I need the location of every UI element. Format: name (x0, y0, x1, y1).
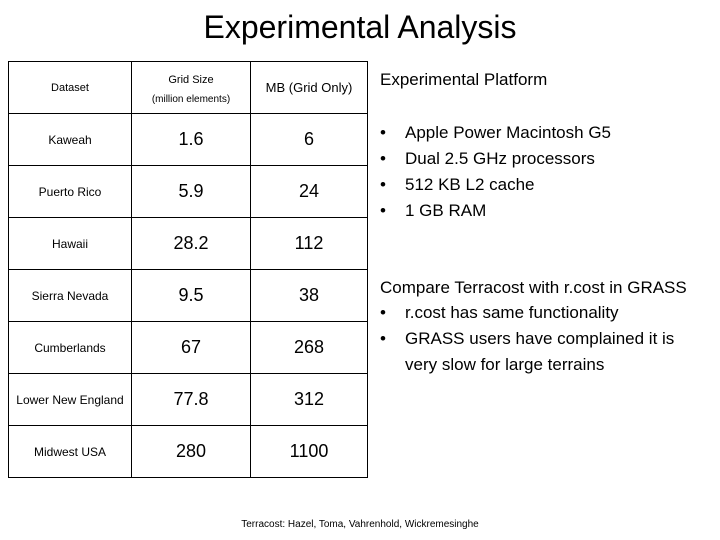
row-dataset-name: Lower New England (8, 373, 132, 426)
compare-list: • r.cost has same functionality • GRASS us… (380, 300, 700, 378)
table-header-row: Dataset Grid Size (million elements) MB … (8, 61, 368, 114)
list-item: • Apple Power Macintosh G5 (380, 120, 611, 146)
bullet-icon: • (380, 201, 386, 220)
row-grid-size: 1.6 (131, 113, 251, 166)
header-grid-size-unit: (million elements) (151, 94, 231, 105)
list-item-text: 1 GB RAM (405, 201, 487, 220)
row-mb: 312 (250, 373, 368, 426)
row-dataset-name: Cumberlands (8, 321, 132, 374)
row-mb: 112 (250, 217, 368, 270)
slide-title: Experimental Analysis (203, 9, 517, 45)
compare-section: Compare Terracost with r.cost in GRASS •… (380, 276, 700, 374)
row-dataset-name: Midwest USA (8, 425, 132, 478)
bullet-icon: • (380, 123, 386, 142)
table-row: Midwest USA 280 1100 (8, 425, 368, 478)
row-grid-size: 28.2 (131, 217, 251, 270)
header-grid-size: Grid Size (million elements) (131, 61, 251, 114)
table-row: Cumberlands 67 268 (8, 321, 368, 374)
row-mb: 6 (250, 113, 368, 166)
row-grid-size: 77.8 (131, 373, 251, 426)
bullet-icon: • (380, 149, 386, 168)
row-dataset-name: Kaweah (8, 113, 132, 166)
header-mb: MB (Grid Only) (250, 61, 368, 114)
bullet-icon: • (380, 303, 386, 322)
row-dataset-name: Sierra Nevada (8, 269, 132, 322)
platform-list: • Apple Power Macintosh G5 • Dual 2.5 GHz … (380, 120, 611, 224)
list-item-text: r.cost has same functionality (405, 303, 619, 322)
table-row: Hawaii 28.2 112 (8, 217, 368, 270)
row-grid-size: 280 (131, 425, 251, 478)
list-item-text: GRASS users have complained it is very s… (405, 329, 675, 374)
table-row: Lower New England 77.8 312 (8, 373, 368, 426)
dataset-table: Dataset Grid Size (million elements) MB … (8, 61, 368, 478)
list-item-text: Apple Power Macintosh G5 (405, 123, 611, 142)
row-mb: 24 (250, 165, 368, 218)
row-mb: 38 (250, 269, 368, 322)
list-item-text: 512 KB L2 cache (405, 175, 535, 194)
row-grid-size: 67 (131, 321, 251, 374)
row-dataset-name: Hawaii (8, 217, 132, 270)
header-dataset: Dataset (8, 61, 132, 114)
row-mb: 268 (250, 321, 368, 374)
footer-credit: Terracost: Hazel, Toma, Vahrenhold, Wick… (241, 519, 479, 530)
bullet-icon: • (380, 175, 386, 194)
header-grid-size-label: Grid Size (168, 74, 214, 86)
row-mb: 1100 (250, 425, 368, 478)
table-row: Puerto Rico 5.9 24 (8, 165, 368, 218)
list-item: • GRASS users have complained it is very … (380, 326, 700, 378)
list-item: • Dual 2.5 GHz processors (380, 146, 611, 172)
list-item: • r.cost has same functionality (380, 300, 700, 326)
table-row: Kaweah 1.6 6 (8, 113, 368, 166)
list-item-text: Dual 2.5 GHz processors (405, 149, 595, 168)
row-grid-size: 5.9 (131, 165, 251, 218)
row-grid-size: 9.5 (131, 269, 251, 322)
table-row: Sierra Nevada 9.5 38 (8, 269, 368, 322)
row-dataset-name: Puerto Rico (8, 165, 132, 218)
bullet-icon: • (380, 329, 386, 348)
platform-heading: Experimental Platform (380, 70, 548, 89)
list-item: • 512 KB L2 cache (380, 172, 611, 198)
list-item: • 1 GB RAM (380, 198, 611, 224)
compare-lead: Compare Terracost with r.cost in GRASS (380, 278, 687, 297)
